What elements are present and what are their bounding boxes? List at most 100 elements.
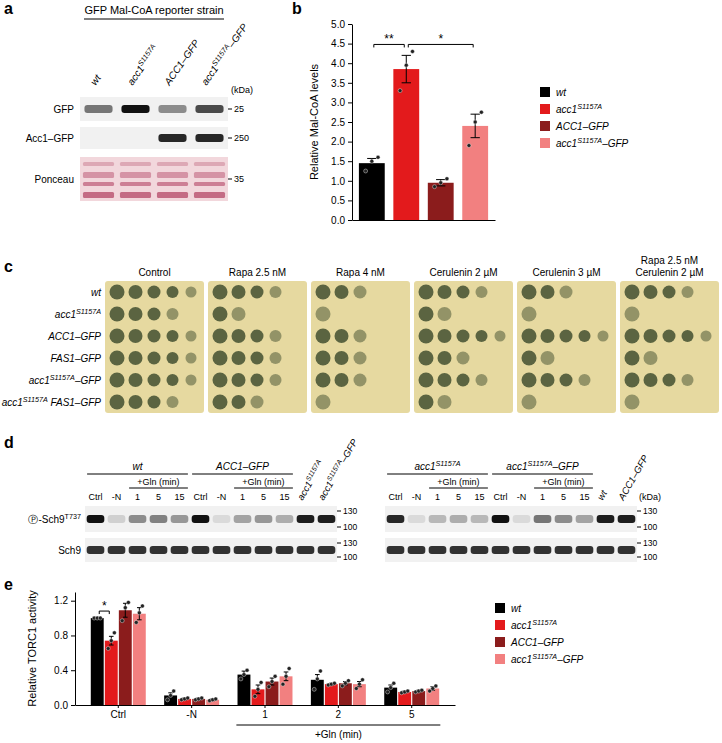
row-label: Acc1–GFP [26,133,75,144]
spot [167,352,179,364]
text-part: wt [133,461,144,472]
point [109,639,113,643]
blot-title: GFP Mal-CoA reporter strain [84,4,223,16]
bar [359,163,385,220]
axis-line [353,220,496,221]
legend-label: wt [511,603,522,614]
spot [522,351,537,366]
error-cap [402,55,411,56]
band [534,546,552,554]
error-stem [406,55,407,82]
text-part: c [4,258,13,275]
panel-d: wt+Gln (min)Ctrl-N1515ACC1–GFP+Gln (min)… [28,436,661,562]
text-part: Relative TORC1 activity [26,590,38,707]
spot [476,286,488,298]
marker-label: 100 [343,522,357,532]
spot [148,352,161,365]
band [597,546,615,554]
bar [339,683,352,705]
title-line [84,19,224,20]
text-part: ACC1–GFP [162,37,202,88]
tick: 3.5 [331,78,352,89]
text-part: acc1 [55,309,76,320]
band [297,515,315,523]
error-cap [284,680,289,681]
text-part: 100 [643,522,657,532]
subgroup-label: +Gln (min) [242,477,284,487]
error-bar [367,158,376,167]
spot [167,308,179,320]
tick: 1.5 [331,156,352,167]
point [123,606,127,610]
text-part: ACC1–GFP [47,331,101,342]
text-part: GFP Mal-CoA reporter strain [84,4,223,16]
lane-label: -N [412,492,422,502]
tick: 4.0 [331,58,352,69]
tick-mark [411,705,412,708]
point [420,688,424,692]
axis-line [352,25,353,221]
text-part: (kDa) [639,492,661,502]
error-stem [475,114,476,138]
band [108,515,126,523]
lane-label: wt [88,72,103,88]
spot [419,307,434,322]
point [360,678,364,682]
text-part: acc1 [506,461,527,472]
point [172,689,176,693]
band [492,546,510,554]
spot [167,396,179,408]
spot [354,286,367,299]
point [332,681,336,685]
spot [598,331,609,342]
point [112,631,116,635]
text-part: Ctrl [89,492,103,502]
spot [625,329,640,344]
group-line [387,474,488,475]
text-part: wt [595,488,609,502]
bar [384,688,397,705]
stain-band [157,192,188,198]
text-part: -N [517,492,527,502]
spot [560,330,573,343]
spot [625,373,640,388]
marker-tick [228,138,232,139]
text-part: a [4,0,13,17]
error-cap [137,619,142,620]
spot [457,374,470,387]
text-part: * [102,599,107,613]
group-line [236,725,440,726]
tick-label: 1.2 [54,595,68,606]
spot [186,353,197,364]
significance-label: * [102,599,107,613]
text-part: 15 [474,492,484,502]
text-part: 1 [435,492,440,502]
point [120,619,124,623]
band [276,546,294,554]
spot [579,374,591,386]
text-part: 1 [540,492,545,502]
point [281,682,285,686]
spot [354,330,367,343]
lane-label: 1 [540,492,545,502]
error-bar [436,180,445,186]
legend-swatch [495,654,505,664]
plate [620,281,719,413]
plate [311,281,410,413]
band [387,515,405,523]
legend-swatch [495,603,505,613]
band [255,515,273,523]
significance-label: ** [384,32,394,46]
spot [335,351,349,365]
text-part: +Gln (min) [542,477,584,487]
tick: 5 [409,705,415,720]
x-axis: Ctrl-N125 [76,705,456,720]
point [479,110,483,114]
spot [129,395,143,409]
point [433,185,437,189]
spot [213,373,228,388]
spot [316,395,331,410]
tick: 1 [262,705,268,720]
tick-mark [191,705,192,708]
tick-label: 0.0 [331,215,345,226]
